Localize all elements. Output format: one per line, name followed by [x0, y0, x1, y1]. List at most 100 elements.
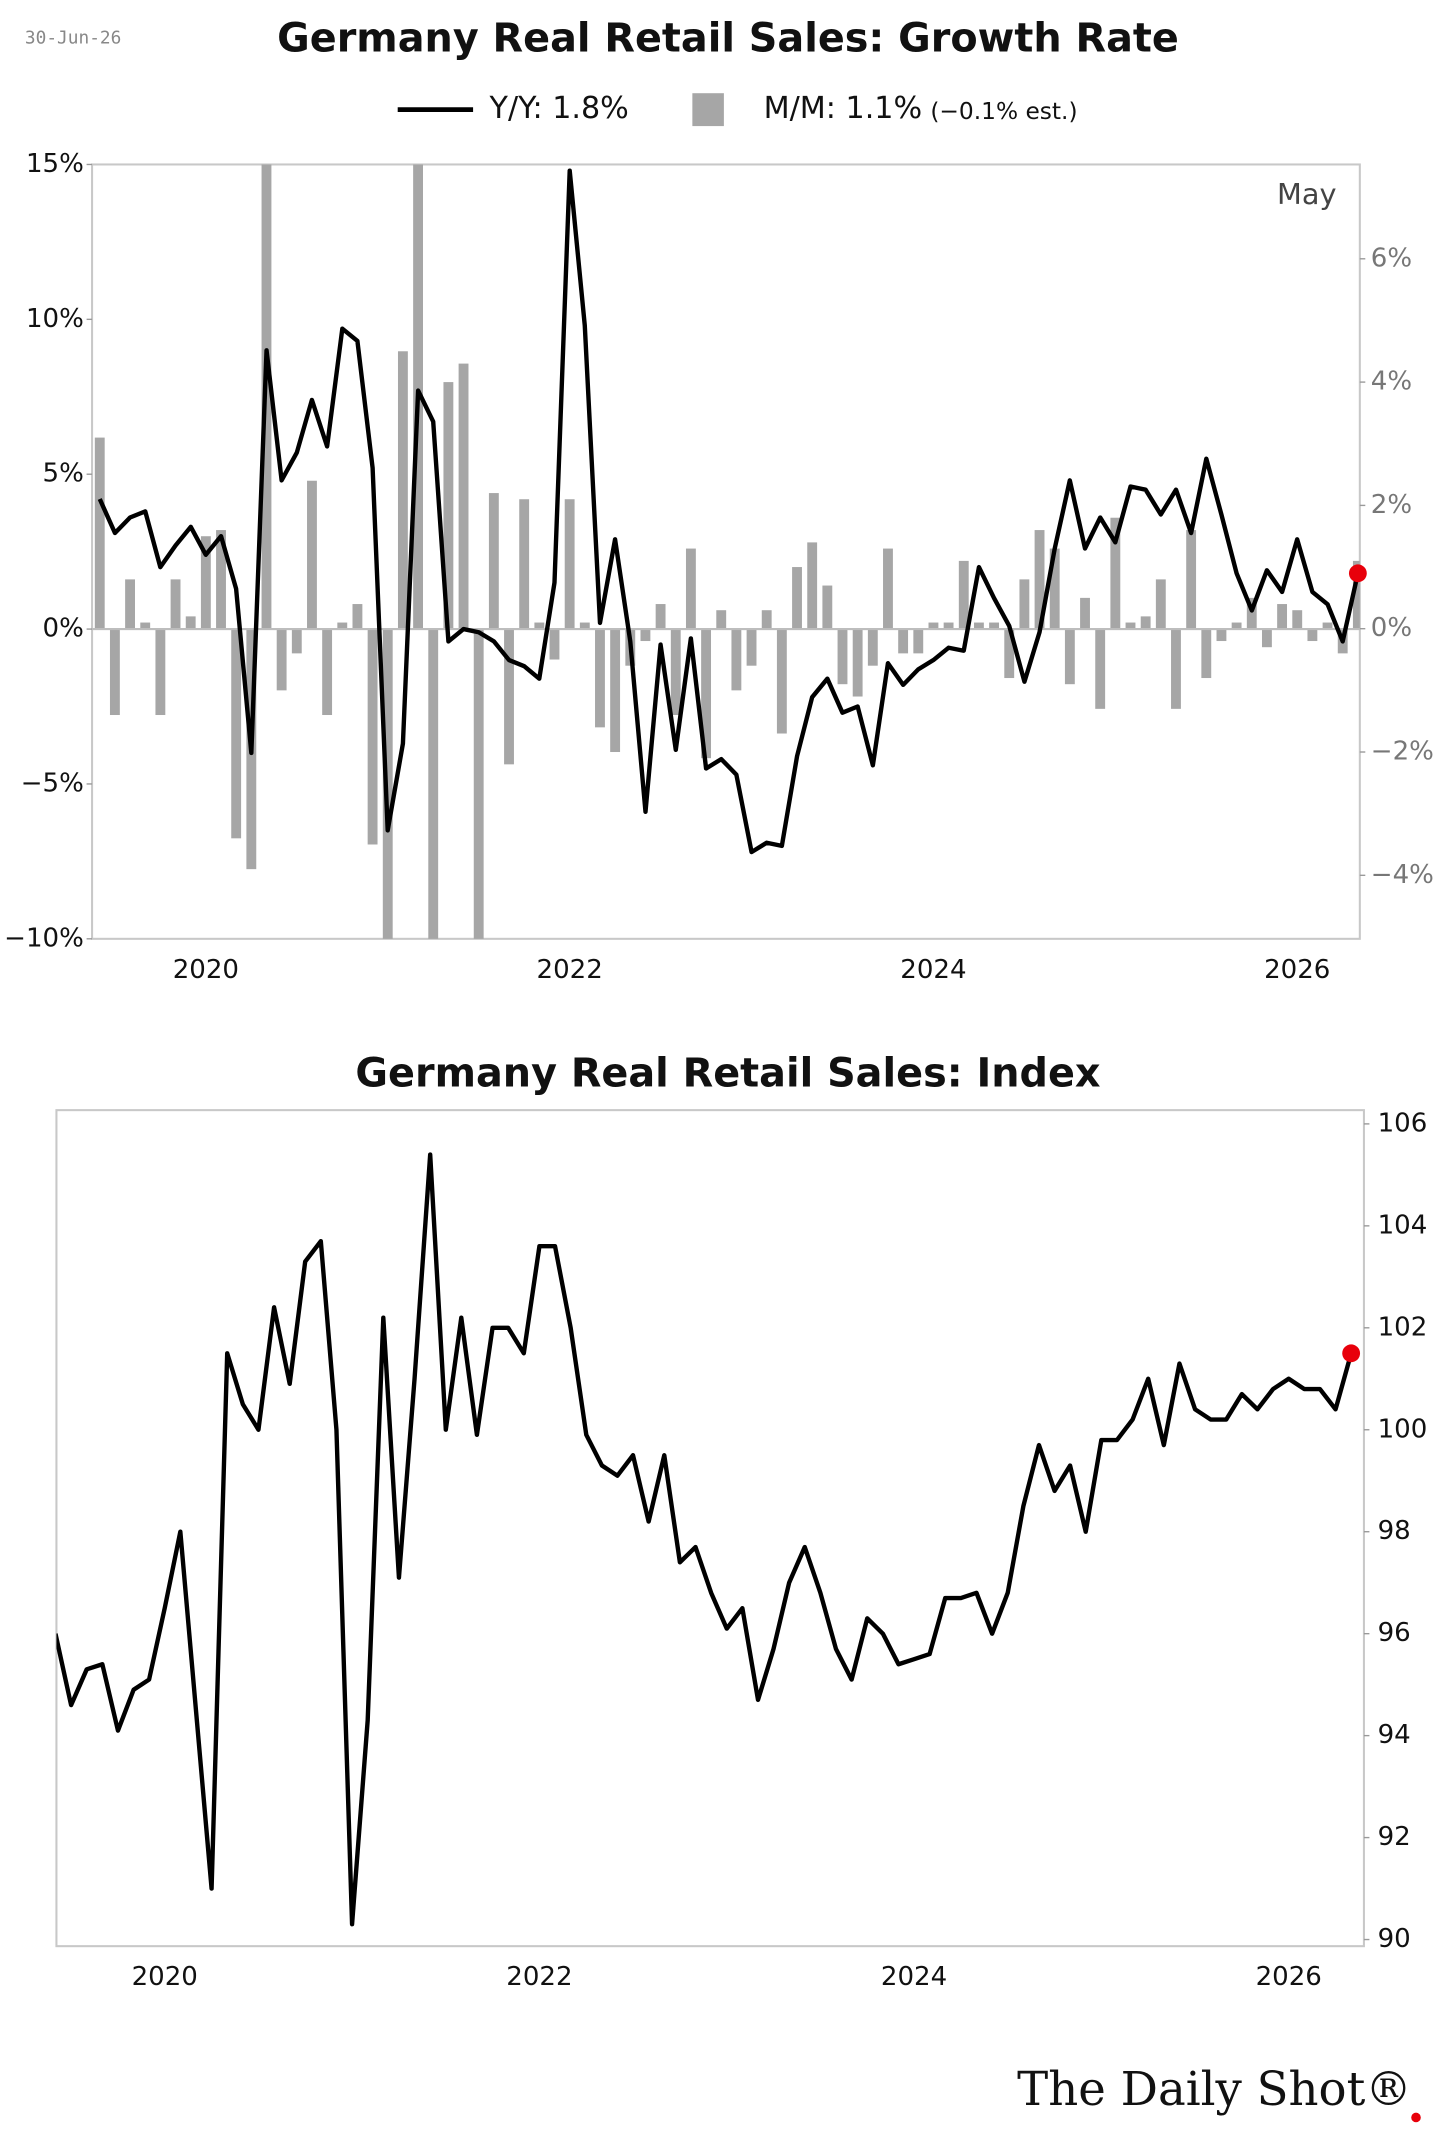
bar [1307, 628, 1318, 642]
y-tick-label: 96 [1378, 1618, 1411, 1648]
x-tick-label: 2024 [900, 955, 966, 985]
bar [958, 560, 969, 629]
last-point [1348, 564, 1367, 583]
bar [428, 628, 439, 939]
x-tick-label: 2022 [537, 955, 603, 985]
bar [989, 622, 1000, 629]
bar [943, 622, 954, 629]
y2-tick-label: −4% [1371, 860, 1434, 890]
bar [1110, 517, 1121, 629]
y-tick-label: 0% [43, 614, 84, 644]
bar [1004, 628, 1015, 679]
y-tick-label: 106 [1378, 1108, 1428, 1138]
bar [610, 628, 621, 753]
bar [564, 499, 575, 629]
chart-title: Germany Real Retail Sales: Growth Rate [277, 16, 1179, 62]
bar [731, 628, 742, 691]
x-tick-label: 2020 [132, 1962, 198, 1992]
y-tick-label: 15% [26, 149, 84, 179]
x-tick-label: 2020 [173, 955, 239, 985]
source-logo: The Daily Shot® [1017, 2062, 1412, 2116]
line [97, 168, 1360, 855]
bar [534, 622, 545, 629]
legend-label: M/M: 1.1% [764, 91, 922, 126]
bar [1155, 579, 1166, 629]
bar [170, 579, 181, 629]
bar [1277, 604, 1288, 629]
bar [140, 622, 151, 629]
x-tick-label: 2024 [881, 1962, 947, 1992]
bar [549, 628, 560, 660]
bar [458, 363, 469, 629]
bar [200, 536, 211, 629]
bar [1201, 628, 1212, 679]
y-tick-label: 94 [1378, 1720, 1411, 1750]
bar [488, 493, 499, 629]
bar [322, 628, 333, 716]
bar [473, 628, 484, 939]
bar [822, 585, 833, 629]
y-tick-label: 100 [1378, 1414, 1428, 1444]
bar [883, 548, 893, 629]
y2-tick-label: 4% [1371, 367, 1412, 397]
bar [367, 628, 378, 845]
y-tick-label: 102 [1378, 1312, 1428, 1342]
logo-dot [1411, 2112, 1421, 2123]
bar [519, 499, 530, 629]
y2-tick-label: −2% [1371, 737, 1434, 767]
x-tick-label: 2026 [1264, 955, 1330, 985]
bar [807, 542, 818, 629]
bar [231, 628, 242, 839]
y2-tick-label: 0% [1371, 613, 1412, 643]
bar [1171, 628, 1181, 709]
bar [125, 579, 135, 629]
bar [595, 628, 605, 728]
y-tick-label: 98 [1378, 1516, 1411, 1546]
y-tick-label: 5% [43, 459, 84, 489]
bar [397, 351, 408, 629]
bar [716, 610, 727, 629]
bar [867, 628, 878, 666]
bar [1019, 579, 1030, 629]
bar [1049, 548, 1060, 629]
y-tick-label: 10% [26, 304, 84, 334]
bar [685, 548, 696, 629]
bar [216, 530, 226, 629]
legend-bar [692, 93, 724, 127]
bar [1095, 628, 1106, 709]
bar [837, 628, 848, 685]
bar [1125, 622, 1136, 629]
bar [579, 622, 590, 629]
bar [776, 628, 787, 734]
bar [443, 382, 454, 629]
y-tick-label: −5% [21, 768, 84, 798]
bar [94, 437, 105, 629]
bar [928, 622, 939, 629]
bar [413, 164, 424, 629]
y-tick-label: −10% [4, 923, 84, 953]
bar [761, 610, 772, 629]
y-tick-label: 90 [1378, 1924, 1411, 1954]
bar [352, 604, 363, 629]
y2-tick-label: 6% [1371, 243, 1412, 273]
bar [792, 567, 802, 629]
bar [1322, 622, 1333, 629]
header-date: 30-Jun-26 [25, 27, 121, 48]
plot-frame [91, 163, 1361, 940]
y-tick-label: 92 [1378, 1822, 1411, 1852]
bar [291, 628, 302, 654]
bar [913, 628, 924, 654]
bar [1034, 530, 1045, 629]
bar [701, 628, 712, 759]
bar [973, 622, 984, 629]
bar [1246, 597, 1257, 629]
bar [898, 628, 909, 654]
bar [155, 628, 166, 716]
bar [276, 628, 287, 691]
bar [655, 604, 666, 629]
bar [1186, 530, 1197, 629]
legend-note: (−0.1% est.) [930, 98, 1077, 125]
bar [1064, 628, 1075, 685]
bar [1352, 560, 1360, 629]
